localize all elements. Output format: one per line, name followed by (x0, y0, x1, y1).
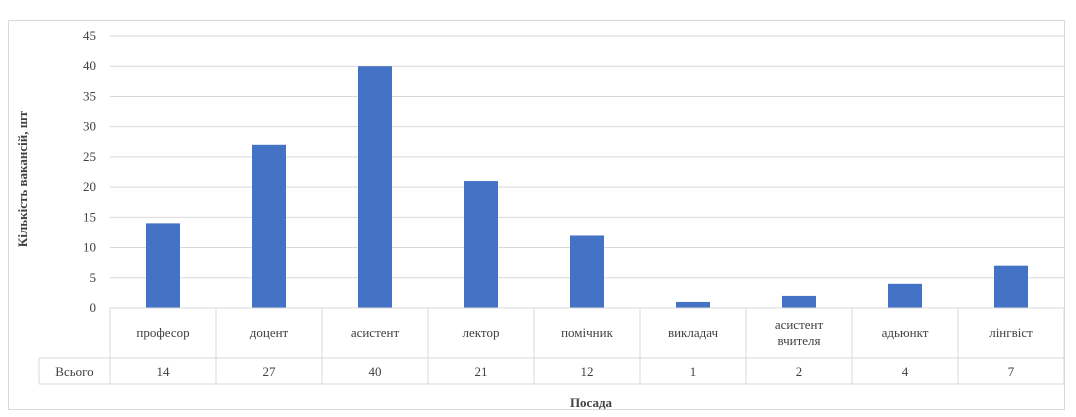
y-tick-label: 10 (83, 240, 96, 255)
data-label: 1 (690, 364, 697, 379)
bar-chart: 0 5 10 15 20 25 30 35 40 45 професор доцент асистен… (15, 28, 1065, 410)
y-tick-label: 30 (83, 119, 96, 134)
data-label: 12 (581, 364, 594, 379)
data-label: 21 (475, 364, 488, 379)
data-label: 2 (796, 364, 803, 379)
data-label: 14 (157, 364, 171, 379)
y-tick-label: 25 (83, 149, 96, 164)
bar (358, 66, 392, 308)
series-label: Всього (55, 364, 93, 379)
y-tick-label: 35 (83, 88, 96, 103)
bar (252, 144, 286, 308)
data-table: професор доцент асистент лектор помічник викл… (38, 307, 1065, 385)
y-tick-label: 5 (90, 270, 97, 285)
data-label: 7 (1008, 364, 1015, 379)
bar (888, 283, 922, 308)
category-label: лектор (463, 325, 500, 340)
bar (570, 235, 604, 308)
y-tick-label: 20 (83, 179, 96, 194)
y-tick-label: 45 (83, 28, 96, 43)
x-axis-title: Посада (570, 395, 613, 410)
y-axis-ticks: 0 5 10 15 20 25 30 35 40 45 (83, 28, 96, 315)
y-tick-label: 0 (90, 300, 97, 315)
category-label: асистент (775, 317, 824, 332)
category-label: асистент (351, 325, 400, 340)
category-label: помічник (561, 325, 614, 340)
category-label: професор (136, 325, 189, 340)
category-label: вчителя (777, 333, 820, 348)
bar (676, 301, 710, 308)
category-label: доцент (250, 325, 289, 340)
category-label: викладач (668, 325, 719, 340)
y-axis-title: Кількість вакансій, шт (15, 110, 30, 247)
bar (146, 223, 180, 308)
bar (464, 181, 498, 308)
category-label: адьюнкт (882, 325, 929, 340)
data-label: 27 (263, 364, 277, 379)
data-label: 4 (902, 364, 909, 379)
chart-frame: 0 5 10 15 20 25 30 35 40 45 професор доцент асистен… (8, 20, 1065, 410)
category-label: лінгвіст (989, 325, 1033, 340)
bars (146, 66, 1028, 308)
bar (782, 295, 816, 308)
y-tick-label: 15 (83, 209, 96, 224)
bar (994, 265, 1028, 308)
y-tick-label: 40 (83, 58, 96, 73)
data-label: 40 (369, 364, 382, 379)
